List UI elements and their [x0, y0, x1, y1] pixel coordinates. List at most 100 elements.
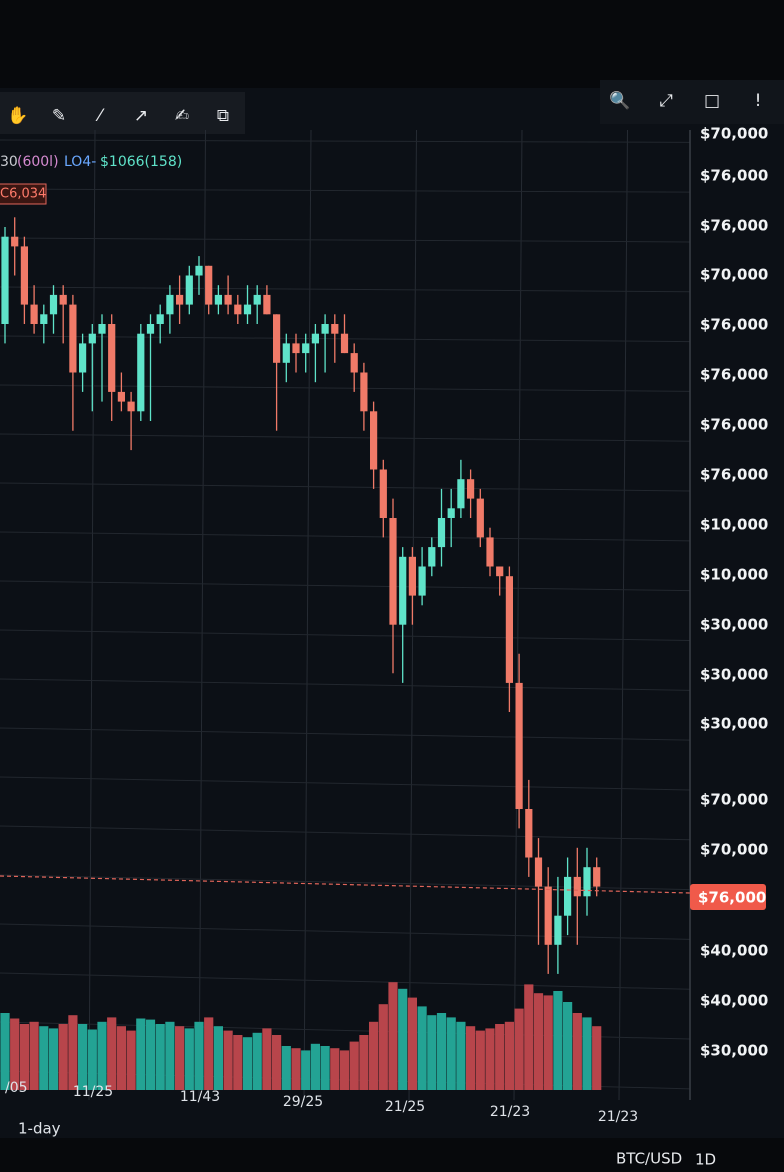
- price-label: $76,000: [700, 366, 768, 384]
- grid-h: [0, 972, 691, 990]
- tool-button[interactable]: ⤢: [659, 91, 673, 111]
- candle-body: [360, 372, 368, 412]
- candle-body: [331, 324, 339, 334]
- volume-bar: [281, 1046, 291, 1090]
- candle-body: [399, 556, 407, 625]
- tool-button[interactable]: ⧉: [217, 106, 229, 126]
- grid-v: [303, 129, 312, 1101]
- candle-body: [195, 265, 203, 276]
- volume-bar: [107, 1017, 117, 1090]
- candle-body: [292, 343, 300, 354]
- volume-bar: [29, 1021, 39, 1090]
- symbol[interactable]: BTC/USD: [616, 1150, 682, 1168]
- candle-body: [311, 333, 319, 344]
- volume: [0, 982, 602, 1090]
- candle-body: [88, 333, 96, 344]
- candle-body: [350, 353, 358, 373]
- date-label: 21/23: [598, 1109, 638, 1125]
- tool-button[interactable]: ✋: [7, 105, 28, 126]
- volume-bar: [310, 1043, 320, 1090]
- grid-v: [198, 129, 206, 1101]
- grid-v: [513, 129, 523, 1101]
- volume-bar: [252, 1032, 262, 1090]
- candle-body: [515, 682, 523, 809]
- volume-bar: [514, 1008, 524, 1090]
- volume-bar: [436, 1013, 447, 1090]
- candle-body: [496, 566, 504, 577]
- candle-body: [234, 304, 242, 315]
- current-price-box: [690, 884, 766, 910]
- candle-body: [224, 294, 232, 305]
- candle-body: [486, 537, 494, 567]
- last-tag-box: [0, 183, 47, 205]
- volume-bar: [563, 1002, 573, 1090]
- tool-button[interactable]: !: [755, 91, 762, 111]
- candle-body: [98, 324, 106, 334]
- candle-body: [243, 304, 252, 315]
- tool-button[interactable]: ↗: [134, 106, 148, 126]
- candle-body: [379, 469, 387, 518]
- volume-bar: [0, 1013, 10, 1090]
- grid-h: [0, 580, 691, 592]
- volume-bar: [349, 1041, 359, 1090]
- volume-bar: [145, 1019, 156, 1090]
- grid-h: [0, 923, 691, 940]
- candle-body: [370, 411, 378, 470]
- candle-body: [554, 915, 562, 945]
- candle-body: [30, 304, 38, 324]
- price-label: $76,000: [700, 217, 768, 235]
- candle-body: [437, 518, 446, 548]
- volume-bar: [184, 1028, 194, 1090]
- price-label: $76,000: [700, 416, 768, 434]
- legend-item: (600l): [17, 154, 59, 170]
- price-label: $76,000: [700, 316, 768, 334]
- grid-h: [0, 825, 691, 841]
- candle-body: [340, 333, 349, 354]
- candle-body: [476, 498, 484, 538]
- volume-bar: [582, 1017, 592, 1090]
- volume-bar: [456, 1021, 466, 1090]
- grid-h: [0, 678, 691, 691]
- price-label: $10,000: [700, 516, 768, 534]
- volume-bar: [369, 1021, 379, 1090]
- candle-body: [214, 294, 222, 305]
- price-label: $40,000: [700, 992, 768, 1010]
- volume-bar: [543, 995, 553, 1090]
- date-label: /05: [5, 1080, 28, 1096]
- candle-body: [418, 566, 426, 596]
- tool-button[interactable]: ⁄: [95, 106, 105, 126]
- legend-item: LO4-: [64, 154, 96, 170]
- current-price-line: [0, 875, 691, 894]
- volume-bar: [233, 1035, 243, 1090]
- candle-body: [127, 401, 135, 412]
- candle-body: [40, 314, 48, 324]
- price-label: $70,000: [700, 125, 768, 143]
- toolbar: [0, 92, 245, 134]
- volume-bar: [524, 984, 534, 1090]
- tool-button[interactable]: ✍: [175, 106, 189, 126]
- candle-body: [1, 236, 9, 324]
- tool-button[interactable]: 🔍: [609, 89, 630, 111]
- tool-button[interactable]: □: [704, 91, 720, 111]
- candle-body: [205, 265, 213, 305]
- volume-bar: [504, 1021, 514, 1090]
- volume-bar: [155, 1024, 165, 1090]
- candle-body: [156, 314, 164, 324]
- volume-bar: [242, 1037, 253, 1090]
- volume-bar: [136, 1018, 146, 1090]
- volume-bar: [495, 1024, 505, 1090]
- candle-body: [428, 547, 436, 567]
- candle-body: [20, 246, 28, 305]
- timeframe[interactable]: 1D: [695, 1151, 716, 1169]
- volume-bar: [223, 1030, 233, 1090]
- candle-body: [273, 314, 281, 363]
- candle-body: [176, 294, 184, 305]
- candle-body: [59, 294, 67, 305]
- candle-body: [447, 508, 455, 518]
- labels: ✋ ✎ ⁄ ↗ ✍ ⧉ 🔍 ⤢ □ ! 30 (600l) LO4- $1066(158) C6,034 $7…: [0, 89, 768, 1169]
- price-label: $30,000: [700, 715, 768, 733]
- tool-button[interactable]: ✎: [52, 106, 66, 126]
- candle-body: [505, 576, 513, 683]
- volume-bar: [533, 993, 544, 1090]
